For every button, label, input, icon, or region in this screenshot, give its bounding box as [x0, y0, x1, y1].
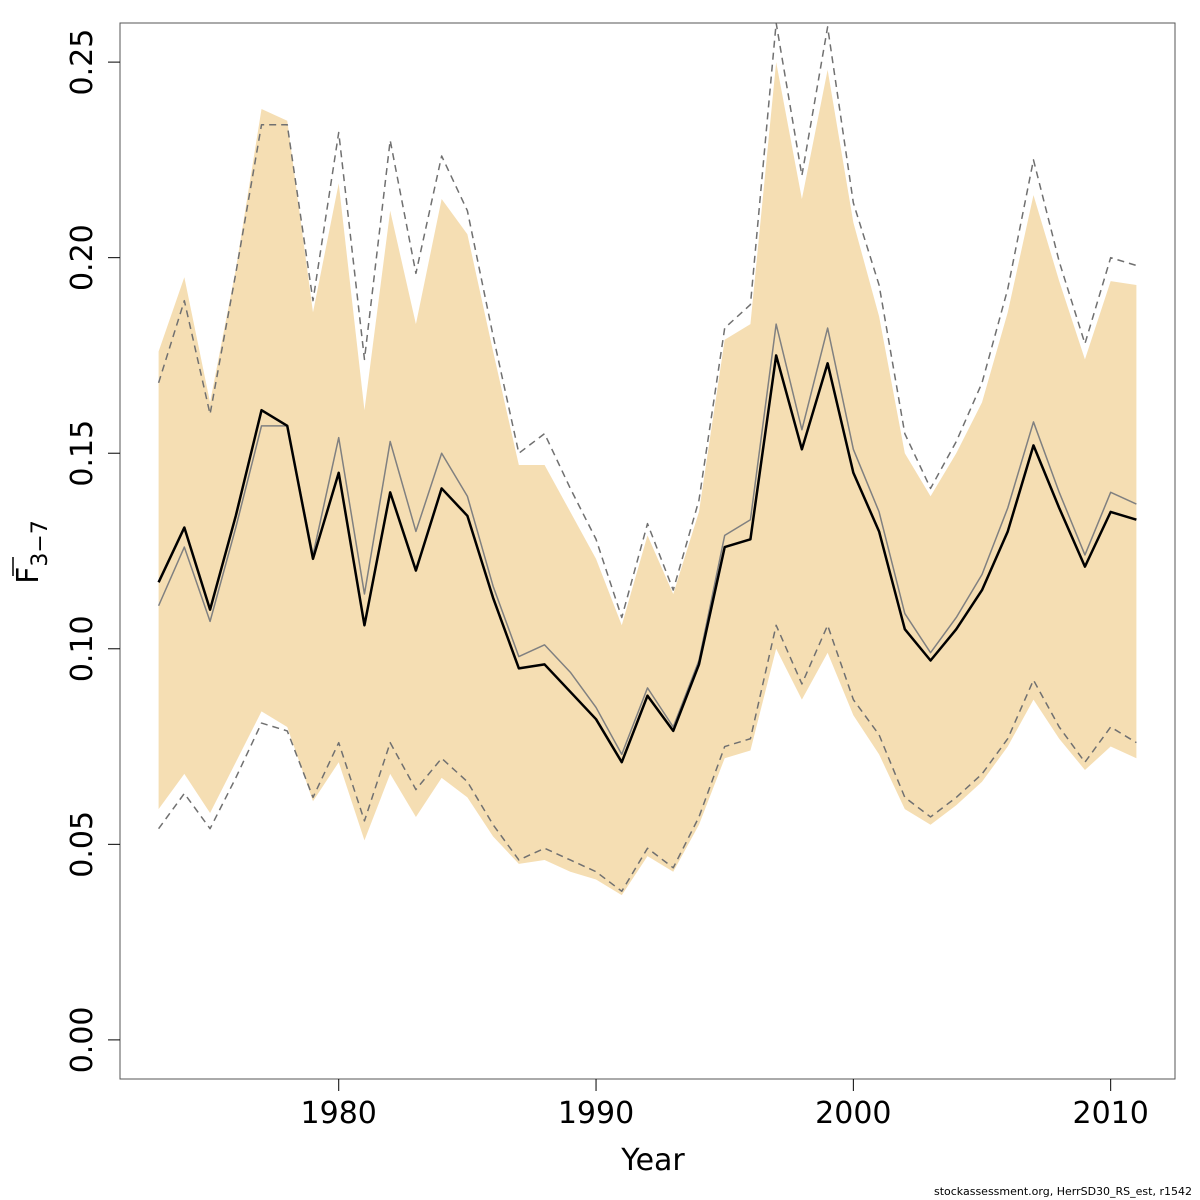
chart-axes: 1980 1990 2000 2010 0.00 0.05 0.10 0.15 0.20 0.25 — [65, 29, 1149, 1131]
y-tick-label: 0.20 — [65, 224, 100, 291]
x-tick-label: 2010 — [1072, 1096, 1148, 1131]
y-tick-label: 0.15 — [65, 420, 100, 487]
previous-upper-bound-line — [157, 23, 1137, 619]
x-tick-label: 1980 — [301, 1096, 377, 1131]
x-tick-label: 1990 — [558, 1096, 634, 1131]
estimate-line — [157, 354, 1137, 764]
x-tick-label: 2000 — [815, 1096, 891, 1131]
y-tick-label: 0.10 — [65, 615, 100, 682]
footnote: stockassessment.org, HerrSD30_RS_est, r1… — [933, 1185, 1192, 1198]
y-tick-label: 0.00 — [65, 1006, 100, 1073]
y-axis-title-subscript: 3−7 — [28, 520, 53, 566]
y-axis-title-main: F — [11, 567, 46, 584]
y-tick-label: 0.05 — [65, 811, 100, 878]
previous-estimate-line — [157, 323, 1137, 756]
x-axis-title: Year — [620, 1143, 685, 1178]
y-tick-label: 0.25 — [65, 29, 100, 96]
previous-lower-bound-line — [157, 624, 1137, 893]
svg-text:F3−7: F3−7 — [11, 520, 53, 584]
plot-frame — [119, 22, 1176, 1080]
chart-marks — [157, 23, 1137, 896]
y-axis-title: F3−7 — [11, 520, 53, 584]
confidence-band — [158, 62, 1137, 896]
